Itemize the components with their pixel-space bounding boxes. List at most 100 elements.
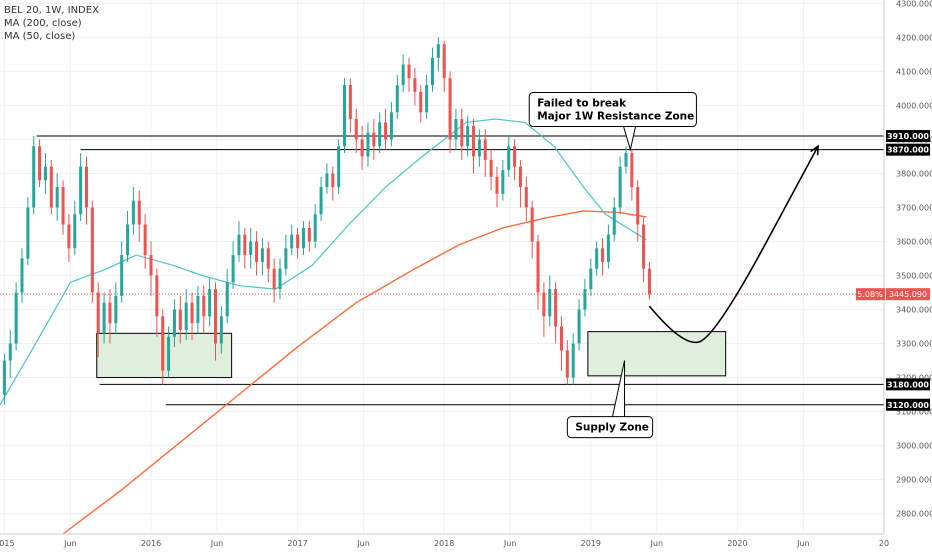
candle-body [407,64,411,79]
x-tick-label: 2015 [0,539,15,548]
y-tick-label: 4200.000 [896,33,932,42]
legend-symbol[interactable]: BEL 20, 1W, INDEX [4,5,99,16]
candle-body [307,227,311,242]
candle-body [577,309,581,344]
candle-body [137,200,141,225]
candle-body [489,159,493,177]
callout-pointer [623,126,637,152]
candle-body [172,309,176,337]
candle-body [630,153,634,188]
candle-body [155,275,159,317]
candle-body [219,316,223,344]
candle-body [73,214,77,249]
candle-body [501,170,505,194]
candle-body [49,166,53,208]
candle-body [325,173,329,188]
y-tick-label: 4000.000 [896,101,932,110]
candle-body [366,132,370,157]
x-tick-label: Jun [796,539,810,548]
candle-body [477,139,481,157]
x-tick-label: Jun [63,539,77,548]
candle-body [313,214,317,242]
candle-body [442,44,446,79]
callout-text: Failed to break [537,98,627,110]
candle-body [143,224,147,256]
candle-body [249,241,253,256]
candle-body [589,268,593,290]
legend-ma200[interactable]: MA (200, close) [4,18,82,29]
y-tick-label: 3800.000 [896,169,932,178]
candle-body [96,292,100,334]
candle-body [8,343,12,361]
level-label-box [886,378,930,391]
y-tick-label: 2800.000 [896,510,932,519]
candle-body [606,234,610,262]
last-price-label: 3445.090 [889,290,927,299]
level-label: 3180.000 [887,380,929,389]
candle-body [20,258,24,293]
candle-body [225,282,229,317]
candle-body [571,343,575,378]
candle-body [301,227,305,249]
candle-body [413,78,417,92]
candle-body [559,326,563,351]
y-tick-label: 3300.000 [896,340,932,349]
callout-text: Supply Zone [575,422,649,434]
candle-body [202,295,206,317]
candle-body [647,268,651,295]
y-tick-label: 4100.000 [896,67,932,76]
callout-text: Major 1W Resistance Zone [537,111,694,123]
candle-body [190,302,194,324]
candle-body [565,350,569,378]
candle-body [536,241,540,293]
candle-body [436,44,440,58]
candle-body [114,295,118,324]
candle-body [624,153,628,167]
candle-body [260,248,264,262]
candle-body [348,85,352,120]
candle-body [43,166,47,181]
candle-body [38,146,42,181]
candle-body [284,248,288,269]
candle-body [272,268,276,290]
candle-body [354,119,358,140]
candle-body [360,139,364,157]
y-tick-label: 3100.000 [896,408,932,417]
projection-curve [648,145,819,344]
candle-body [483,139,487,160]
candle-body [378,122,382,147]
candle-body [343,85,347,147]
price-change-label: 5.08% [857,290,883,299]
candle-body [120,255,124,296]
legend: BEL 20, 1W, INDEX MA (200, close) MA (50… [4,4,99,43]
candle-body [472,125,476,157]
y-tick-label: 3600.000 [896,237,932,246]
legend-ma50[interactable]: MA (50, close) [4,31,76,42]
candle-body [102,302,106,334]
candle-body [161,316,165,371]
candle-body [507,146,511,171]
x-tick-label: 20 [879,539,889,548]
candle-body [331,173,335,188]
y-tick-label: 3200.000 [896,374,932,383]
candle-body [178,309,182,330]
candle-body [26,207,30,259]
candle-body [55,187,59,208]
candle-body [208,289,212,317]
candle-body [243,234,247,256]
x-tick-label: 2019 [581,539,601,548]
candle-body [401,64,405,86]
candle-body [454,119,458,140]
candle-body [448,78,452,140]
x-tick-label: Jun [650,539,664,548]
level-label-box [886,143,930,156]
level-label-box [886,398,930,411]
level-label: 3120.000 [887,401,929,410]
candle-body [131,200,135,225]
candle-body [184,302,188,330]
candle-body [466,125,470,147]
